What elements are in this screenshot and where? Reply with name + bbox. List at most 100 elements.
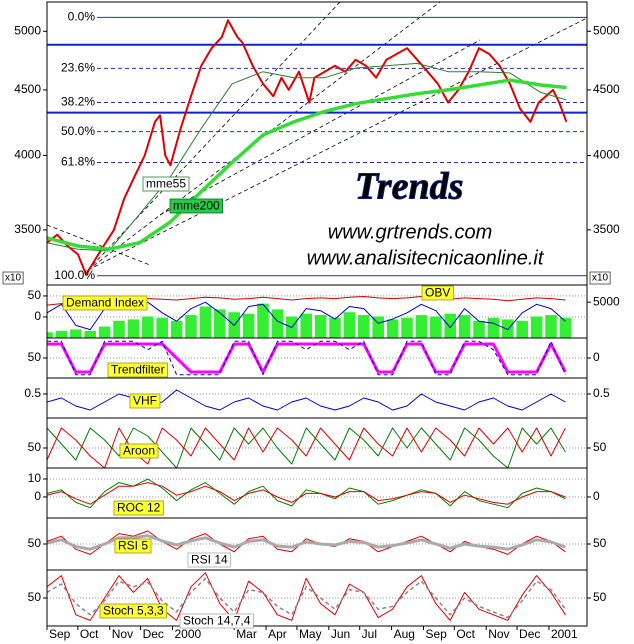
volume-bar — [47, 332, 53, 338]
scale-box — [2, 271, 24, 285]
y-tick-label: 50 — [28, 590, 42, 604]
url: www.analisitecnicaonline.it — [307, 247, 545, 269]
plot-frame — [46, 1, 588, 627]
y-tick-label: 0 — [34, 309, 41, 323]
series-label: OBV — [425, 286, 450, 300]
volume-bar — [113, 320, 125, 338]
y2-tick-label: 4000 — [593, 148, 620, 162]
fib-label: 61.8% — [61, 155, 95, 169]
series-label-box — [169, 198, 224, 214]
y2-tick-label: 0.5 — [593, 386, 610, 400]
volume-bar — [185, 315, 197, 338]
series-label-box — [114, 538, 152, 554]
y2-tick-label: 50 — [593, 440, 607, 454]
y2-tick-label: 5000 — [593, 23, 620, 37]
x-tick-label: 2001 — [551, 627, 578, 641]
series-line — [47, 572, 566, 621]
series-label: mme200 — [173, 199, 220, 213]
y2-tick-label: 0 — [593, 489, 600, 503]
volume-bar — [300, 313, 312, 338]
y-tick-label: 50 — [28, 440, 42, 454]
volume-bar — [458, 315, 471, 338]
volume-bar — [314, 315, 327, 338]
panel — [47, 572, 587, 621]
x-tick-label: 2000 — [174, 627, 201, 641]
y-tick-label: 4500 — [14, 82, 41, 96]
series-label: RSI 5 — [118, 539, 148, 553]
x-tick-label: Nov — [112, 627, 133, 641]
volume-bar — [358, 315, 370, 338]
x-tick-label: May — [299, 627, 322, 641]
x-tick-label: Nov — [488, 627, 509, 641]
volume-bar — [444, 313, 456, 338]
volume-bar — [386, 319, 399, 338]
trend-line — [87, 1, 441, 271]
y-tick-label: 50 — [28, 288, 42, 302]
series-line — [47, 482, 566, 505]
panel — [47, 478, 587, 509]
y2-tick-label: 0 — [593, 350, 600, 364]
series-label: Trendfilter — [111, 363, 165, 377]
volume-bar — [127, 319, 140, 338]
series-label: Stoch 14,7,4 — [183, 614, 251, 628]
trend-line — [87, 17, 588, 271]
volume-bar — [430, 316, 442, 338]
y-tick-label: 50 — [28, 350, 42, 364]
series-label-box — [113, 500, 164, 516]
y-tick-label: 0.5 — [24, 386, 41, 400]
volume-bar — [199, 306, 212, 338]
trend-line — [87, 1, 341, 271]
series-label: mme55 — [146, 177, 186, 191]
x-tick-label: Sep — [425, 627, 447, 641]
volume-bar — [329, 317, 341, 338]
x-tick-label: Jun — [331, 627, 350, 641]
volume-bar — [545, 315, 557, 338]
scale-box — [589, 271, 611, 285]
volume-bar — [84, 330, 96, 338]
series-label-box — [119, 443, 159, 459]
series-label-box — [129, 393, 161, 409]
url: www.grtrends.com — [328, 221, 493, 243]
volume-bar — [156, 317, 168, 338]
series-label-box — [421, 285, 454, 301]
volume-bar — [372, 316, 384, 338]
x-tick-label: Sep — [49, 627, 71, 641]
series-label-box — [107, 362, 168, 378]
y-tick-label: 3500 — [14, 222, 41, 236]
panel — [47, 340, 587, 376]
series-label: Demand Index — [66, 296, 144, 310]
panel — [47, 16, 587, 277]
series-line — [47, 19, 568, 276]
x-tick-label: Mar — [236, 627, 257, 641]
y-tick-label: 0 — [34, 489, 41, 503]
volume-bar — [502, 319, 514, 338]
x-tick-label: Aug — [394, 627, 415, 641]
y-tick-label: 50 — [28, 536, 42, 550]
volume-bar — [343, 312, 356, 338]
scale-label: x10 — [592, 273, 609, 284]
series-label-box — [179, 613, 254, 629]
series-line — [47, 62, 567, 252]
series-label-box — [99, 603, 168, 619]
fib-label: 23.6% — [61, 61, 95, 75]
volume-bar — [473, 320, 485, 338]
volume-bar — [401, 317, 413, 338]
y2-tick-label: 5000 — [593, 294, 620, 308]
y2-tick-label: 3500 — [593, 222, 620, 236]
volume-bar — [170, 320, 183, 338]
volume-bar — [55, 330, 68, 338]
x-tick-label: Oct — [456, 627, 475, 641]
series-label-box — [142, 176, 190, 192]
series-label: RSI 14 — [191, 553, 228, 567]
series-line — [47, 427, 566, 468]
series-label: Stoch 5,3,3 — [103, 604, 164, 618]
y2-tick-label: 50 — [593, 590, 607, 604]
volume-bar — [530, 316, 543, 338]
scale-label: x10 — [5, 273, 22, 284]
series-label: ROC 12 — [117, 501, 161, 515]
volume-bar — [214, 309, 226, 338]
volume-bar — [487, 317, 500, 338]
